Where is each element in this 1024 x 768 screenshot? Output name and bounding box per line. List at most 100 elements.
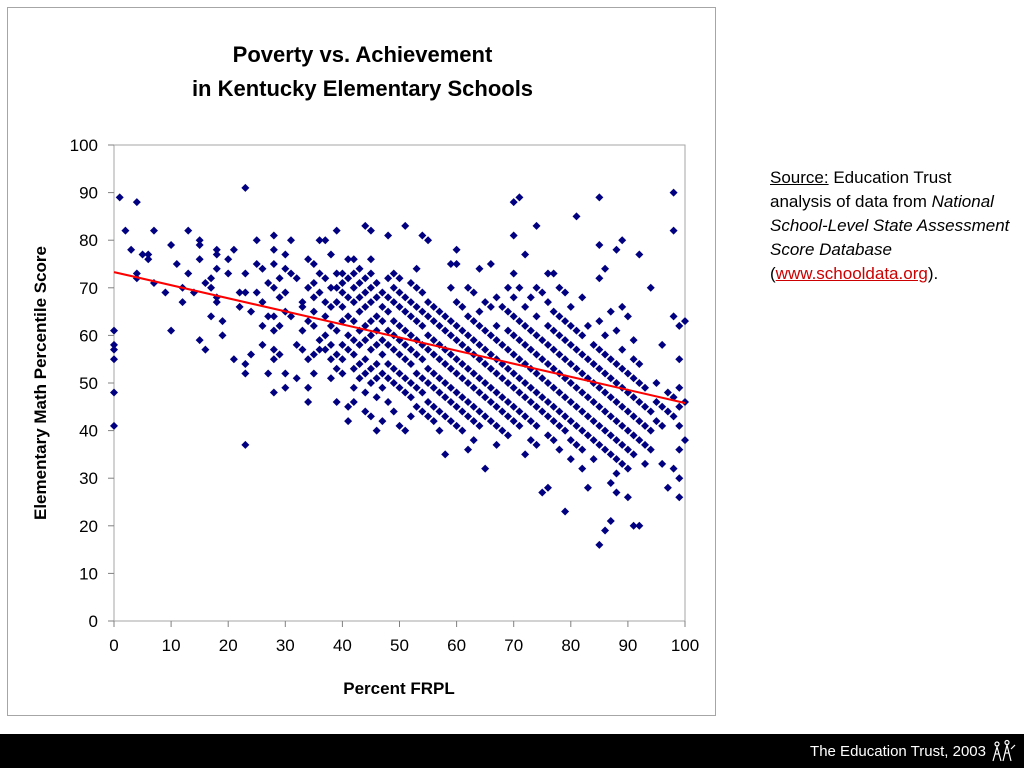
- data-point: [481, 345, 490, 354]
- data-point: [629, 412, 638, 421]
- data-point: [361, 274, 370, 283]
- data-point: [384, 274, 393, 283]
- data-point: [492, 421, 501, 430]
- data-point: [406, 393, 415, 402]
- data-point: [110, 345, 118, 354]
- data-point: [486, 331, 495, 340]
- data-point: [401, 374, 410, 383]
- y-tick-label: 10: [79, 564, 98, 583]
- data-point: [332, 364, 341, 373]
- data-point: [464, 283, 473, 292]
- data-point: [366, 364, 375, 373]
- data-point: [521, 393, 530, 402]
- data-point: [121, 226, 130, 235]
- data-point: [321, 312, 330, 321]
- data-point: [281, 369, 290, 378]
- data-point: [515, 283, 524, 292]
- data-point: [538, 374, 547, 383]
- data-point: [543, 298, 552, 307]
- data-point: [641, 421, 650, 430]
- data-point: [298, 298, 307, 307]
- source-link[interactable]: www.schooldata.org: [775, 264, 928, 283]
- data-point: [321, 236, 330, 245]
- data-point: [315, 345, 324, 354]
- data-point: [372, 359, 381, 368]
- data-point: [172, 260, 181, 268]
- data-point: [469, 383, 478, 392]
- data-point: [452, 336, 461, 345]
- data-point: [389, 283, 398, 292]
- data-point: [372, 279, 381, 288]
- data-point: [658, 402, 667, 411]
- data-point: [395, 274, 404, 283]
- data-point: [429, 402, 438, 411]
- data-point: [652, 379, 661, 387]
- data-point: [355, 359, 364, 368]
- data-point: [543, 431, 552, 440]
- data-point: [669, 412, 678, 421]
- data-point: [595, 540, 604, 549]
- data-point: [201, 345, 210, 354]
- data-point: [338, 340, 347, 349]
- data-point: [509, 331, 518, 340]
- data-point: [441, 359, 450, 368]
- data-point: [464, 364, 473, 373]
- data-point: [629, 336, 638, 345]
- data-point: [326, 340, 335, 349]
- data-point: [281, 250, 290, 259]
- data-point: [452, 298, 461, 307]
- data-point: [229, 355, 238, 364]
- data-point: [201, 279, 210, 288]
- data-point: [452, 402, 461, 411]
- data-point: [429, 383, 438, 392]
- data-point: [287, 312, 296, 321]
- data-point: [252, 260, 261, 268]
- data-point: [389, 345, 398, 354]
- data-point: [309, 307, 318, 316]
- data-point: [503, 412, 512, 421]
- data-point: [321, 331, 330, 340]
- data-point: [538, 393, 547, 402]
- data-point: [429, 336, 438, 345]
- data-point: [395, 302, 404, 311]
- data-point: [589, 436, 598, 445]
- data-point: [583, 483, 592, 492]
- data-point: [401, 307, 410, 316]
- data-point: [309, 369, 318, 378]
- data-point: [469, 436, 478, 445]
- data-point: [429, 350, 438, 359]
- data-point: [464, 312, 473, 321]
- data-point: [355, 279, 364, 288]
- data-point: [361, 302, 370, 311]
- data-point: [555, 350, 564, 359]
- data-point: [207, 283, 216, 292]
- data-point: [332, 226, 341, 235]
- data-point: [595, 383, 604, 392]
- data-point: [389, 298, 398, 307]
- data-point: [566, 455, 575, 464]
- y-tick-label: 50: [79, 374, 98, 393]
- data-point: [212, 298, 221, 307]
- data-point: [612, 436, 621, 445]
- x-tick-label: 50: [390, 636, 409, 655]
- data-point: [521, 340, 530, 349]
- data-point: [184, 269, 193, 278]
- x-tick-label: 90: [618, 636, 637, 655]
- data-point: [549, 402, 558, 411]
- data-point: [269, 388, 278, 397]
- data-point: [595, 274, 604, 283]
- data-point: [555, 407, 564, 416]
- data-point: [344, 417, 353, 426]
- data-point: [384, 231, 393, 240]
- data-point: [281, 288, 290, 297]
- data-point: [675, 474, 684, 483]
- data-point: [149, 226, 158, 235]
- data-point: [503, 307, 512, 316]
- data-point: [247, 350, 256, 359]
- y-tick-label: 80: [79, 231, 98, 250]
- data-point: [555, 445, 564, 454]
- data-point: [612, 245, 621, 254]
- data-point: [372, 374, 381, 383]
- data-point: [583, 393, 592, 402]
- data-point: [349, 364, 358, 373]
